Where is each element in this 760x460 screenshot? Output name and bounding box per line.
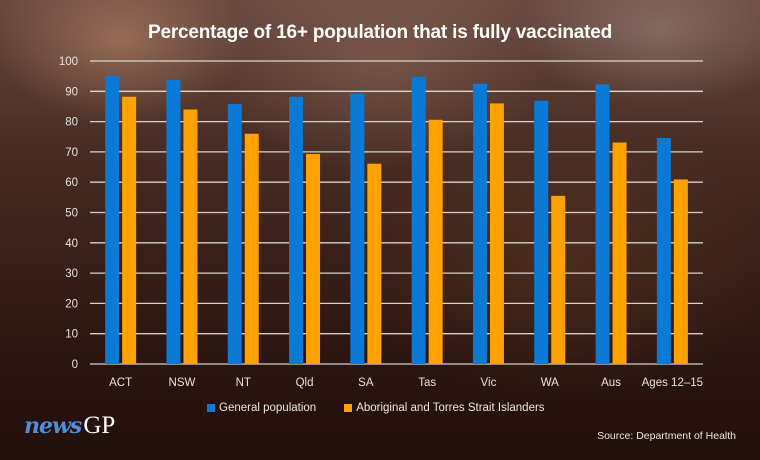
bar-indigenous-nsw: [183, 109, 198, 364]
logo-news-text: news: [24, 413, 82, 439]
x-category-label: ACT: [109, 377, 132, 389]
x-category-label: SA: [358, 377, 374, 389]
y-tick-label: 30: [65, 268, 78, 280]
y-tick-label: 100: [59, 56, 78, 68]
bar-general-tas: [411, 76, 426, 365]
bar-general-act: [105, 75, 120, 365]
bar-indigenous-act: [122, 96, 137, 364]
bar-indigenous-qld: [306, 154, 321, 364]
y-tick-label: 90: [65, 86, 78, 98]
bar-indigenous-nt: [244, 133, 259, 364]
bar-general-nt: [227, 104, 242, 364]
x-category-label: Tas: [418, 377, 436, 389]
legend-label-indigenous: Aboriginal and Torres Strait Islanders: [356, 402, 545, 414]
x-axis-labels: ACT NSW NT Qld SA Tas Vic WA Aus Ages 12–15: [109, 377, 703, 389]
bar-indigenous-ages-12-15: [673, 179, 688, 364]
logo-gp-text: GP: [83, 412, 116, 439]
bar-general-qld: [289, 96, 304, 364]
x-category-label: Ages 12–15: [642, 377, 703, 389]
chart-title: Percentage of 16+ population that is ful…: [148, 22, 612, 43]
y-tick-label: 80: [65, 117, 78, 129]
legend: General population Aboriginal and Torres…: [207, 402, 573, 414]
bar-indigenous-vic: [489, 103, 504, 365]
bar-general-nsw: [166, 79, 181, 364]
legend-item-general: General population: [207, 402, 316, 414]
x-category-label: NSW: [169, 377, 196, 389]
x-category-label: Vic: [481, 377, 497, 389]
source-note: Source: Department of Health: [597, 430, 736, 442]
y-tick-label: 50: [65, 208, 78, 220]
y-tick-label: 40: [65, 238, 78, 250]
newsgp-logo: news GP: [24, 412, 115, 440]
bar-general-sa: [350, 93, 365, 365]
bar-indigenous-tas: [428, 119, 443, 364]
bar-indigenous-aus: [612, 142, 627, 364]
legend-label-general: General population: [219, 402, 317, 414]
bar-general-vic: [472, 83, 487, 364]
x-category-label: WA: [541, 377, 559, 389]
y-tick-label: 0: [72, 359, 78, 371]
legend-swatch-indigenous: [344, 404, 353, 412]
y-tick-label: 60: [65, 177, 78, 189]
x-category-label: NT: [236, 377, 251, 389]
legend-swatch-general: [207, 404, 215, 412]
bar-general-aus: [595, 84, 610, 365]
bar-indigenous-sa: [367, 163, 382, 364]
bar-general-ages-12-15: [656, 137, 671, 364]
bar-general-wa: [534, 100, 549, 365]
gridlines: [90, 60, 703, 365]
bar-indigenous-wa: [551, 195, 566, 364]
x-category-label: Aus: [601, 377, 621, 389]
legend-item-indigenous: Aboriginal and Torres Strait Islanders: [344, 402, 545, 414]
y-axis-ticks: 0 10 20 30 40 50 60 70 80 90 100: [59, 56, 78, 371]
bars: [105, 75, 688, 365]
x-category-label: Qld: [296, 377, 314, 389]
y-tick-label: 20: [65, 298, 78, 310]
y-tick-label: 10: [65, 329, 78, 341]
y-tick-label: 70: [65, 147, 78, 159]
